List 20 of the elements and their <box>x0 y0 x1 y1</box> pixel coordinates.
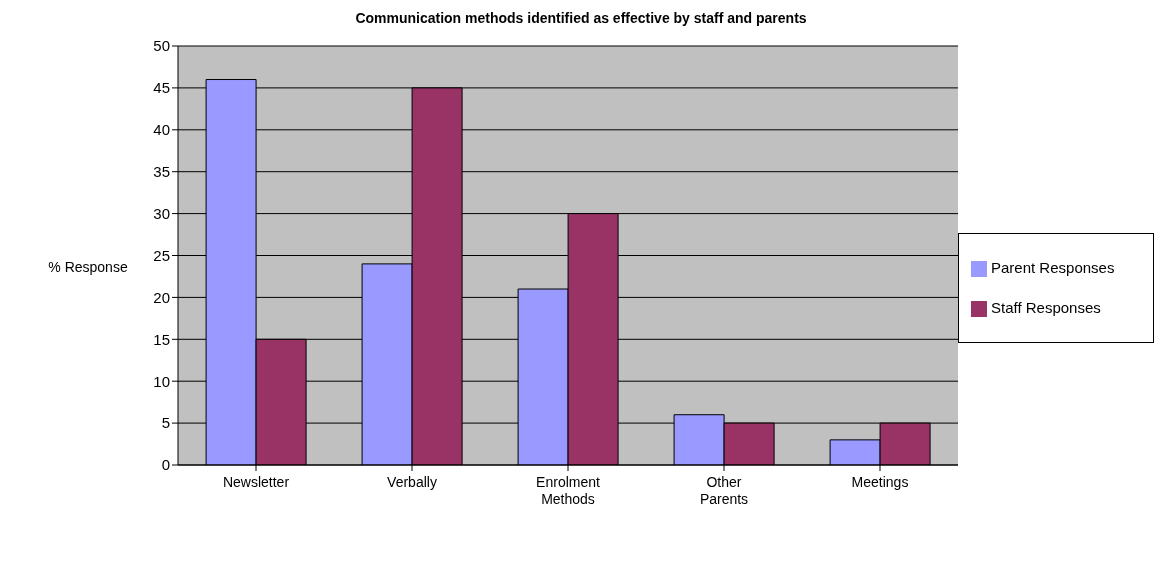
legend-label: Staff Responses <box>991 298 1101 316</box>
chart-title: Communication methods identified as effective by staff and parents <box>354 10 808 26</box>
y-tick-label: 40 <box>153 121 170 139</box>
x-tick-label: Enrolment Methods <box>536 474 601 507</box>
y-tick-label: 10 <box>153 372 170 390</box>
y-tick-label: 0 <box>161 456 170 474</box>
y-tick-label: 15 <box>153 330 170 348</box>
y-tick-label: 20 <box>153 288 170 306</box>
x-tick-label: Meetings <box>851 474 909 490</box>
x-tick-label: Newsletter <box>222 474 290 490</box>
y-tick-label: 50 <box>153 37 170 55</box>
legend-label: Parent Responses <box>991 258 1115 276</box>
y-tick-label: 5 <box>161 414 170 432</box>
y-tick-label: 35 <box>153 163 170 181</box>
y-tick-label: 45 <box>153 79 170 97</box>
y-tick-label: 25 <box>153 246 170 264</box>
x-tick-label: Other Parents <box>699 474 749 507</box>
y-tick-label: 30 <box>153 204 170 222</box>
x-tick-label: Verbally <box>387 474 437 490</box>
y-axis-title: % Response <box>48 258 128 276</box>
